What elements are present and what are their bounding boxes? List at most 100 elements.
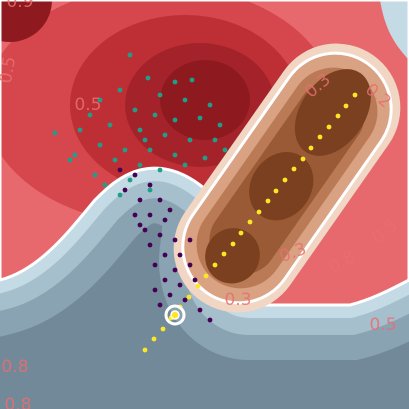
contour-label: 0.8 [1,357,28,377]
point [142,227,148,233]
point [282,177,288,183]
point [132,212,138,218]
point [195,283,201,289]
point [343,103,349,109]
point [132,172,138,178]
point [317,134,323,140]
point [142,137,148,143]
point [147,212,153,218]
point [52,130,58,136]
point [147,182,153,188]
point [182,97,188,103]
point [122,187,128,193]
point [117,167,123,173]
point [192,277,198,283]
point [222,147,228,153]
point [152,287,158,293]
point [172,79,178,85]
contour-label: 0.8 [4,395,31,409]
highlight [170,310,180,320]
point [217,122,223,128]
point [87,112,93,118]
point [162,277,168,283]
point [142,347,148,353]
point [300,156,306,162]
point [160,326,166,332]
point [147,242,153,248]
shade [0,0,52,42]
point [102,182,108,188]
point [122,147,128,153]
shade [160,60,250,140]
point [177,282,183,288]
point [212,137,218,143]
shade [249,152,314,221]
point [172,267,178,273]
contour-label: 0.9 [6,0,33,12]
point [157,197,163,203]
point [238,230,244,236]
point [172,152,178,158]
contour-label: 0.5 [74,95,101,115]
point [162,252,168,258]
point [203,273,209,279]
point [157,232,163,238]
point [112,157,118,163]
point [221,251,227,257]
point [265,198,271,204]
point [117,87,123,93]
point [137,162,143,168]
point [247,219,253,225]
shade [294,69,371,156]
point [145,75,151,81]
point [107,122,113,128]
point [137,222,143,228]
point [67,157,73,163]
point [230,241,236,247]
shade [205,228,260,284]
point [197,307,203,313]
point [92,172,98,178]
point [187,237,193,243]
point [151,336,157,342]
point [127,52,133,58]
point [212,262,218,268]
point [162,132,168,138]
point [187,137,193,143]
point [308,145,314,151]
point [172,117,178,123]
highlight [164,304,186,326]
point [152,262,158,268]
point [97,142,103,148]
point [256,209,262,215]
point [152,112,158,118]
point [202,155,208,161]
point [137,197,143,203]
point [207,102,213,108]
point [273,188,279,194]
point [167,207,173,213]
point [189,77,195,83]
contour-label: 0.5 [369,315,396,335]
point [72,152,78,158]
point [187,262,193,268]
point [132,107,138,113]
point [186,294,192,300]
point [77,127,83,133]
contour-label: 0.3 [224,290,251,310]
shade [380,0,409,60]
point [147,187,153,193]
point [167,292,173,298]
point [177,252,183,258]
point [157,167,163,173]
point [182,297,188,303]
point [291,166,297,172]
point [127,177,133,183]
point [157,92,163,98]
point [335,113,341,119]
point [207,317,213,323]
point [352,92,358,98]
point [197,115,203,121]
